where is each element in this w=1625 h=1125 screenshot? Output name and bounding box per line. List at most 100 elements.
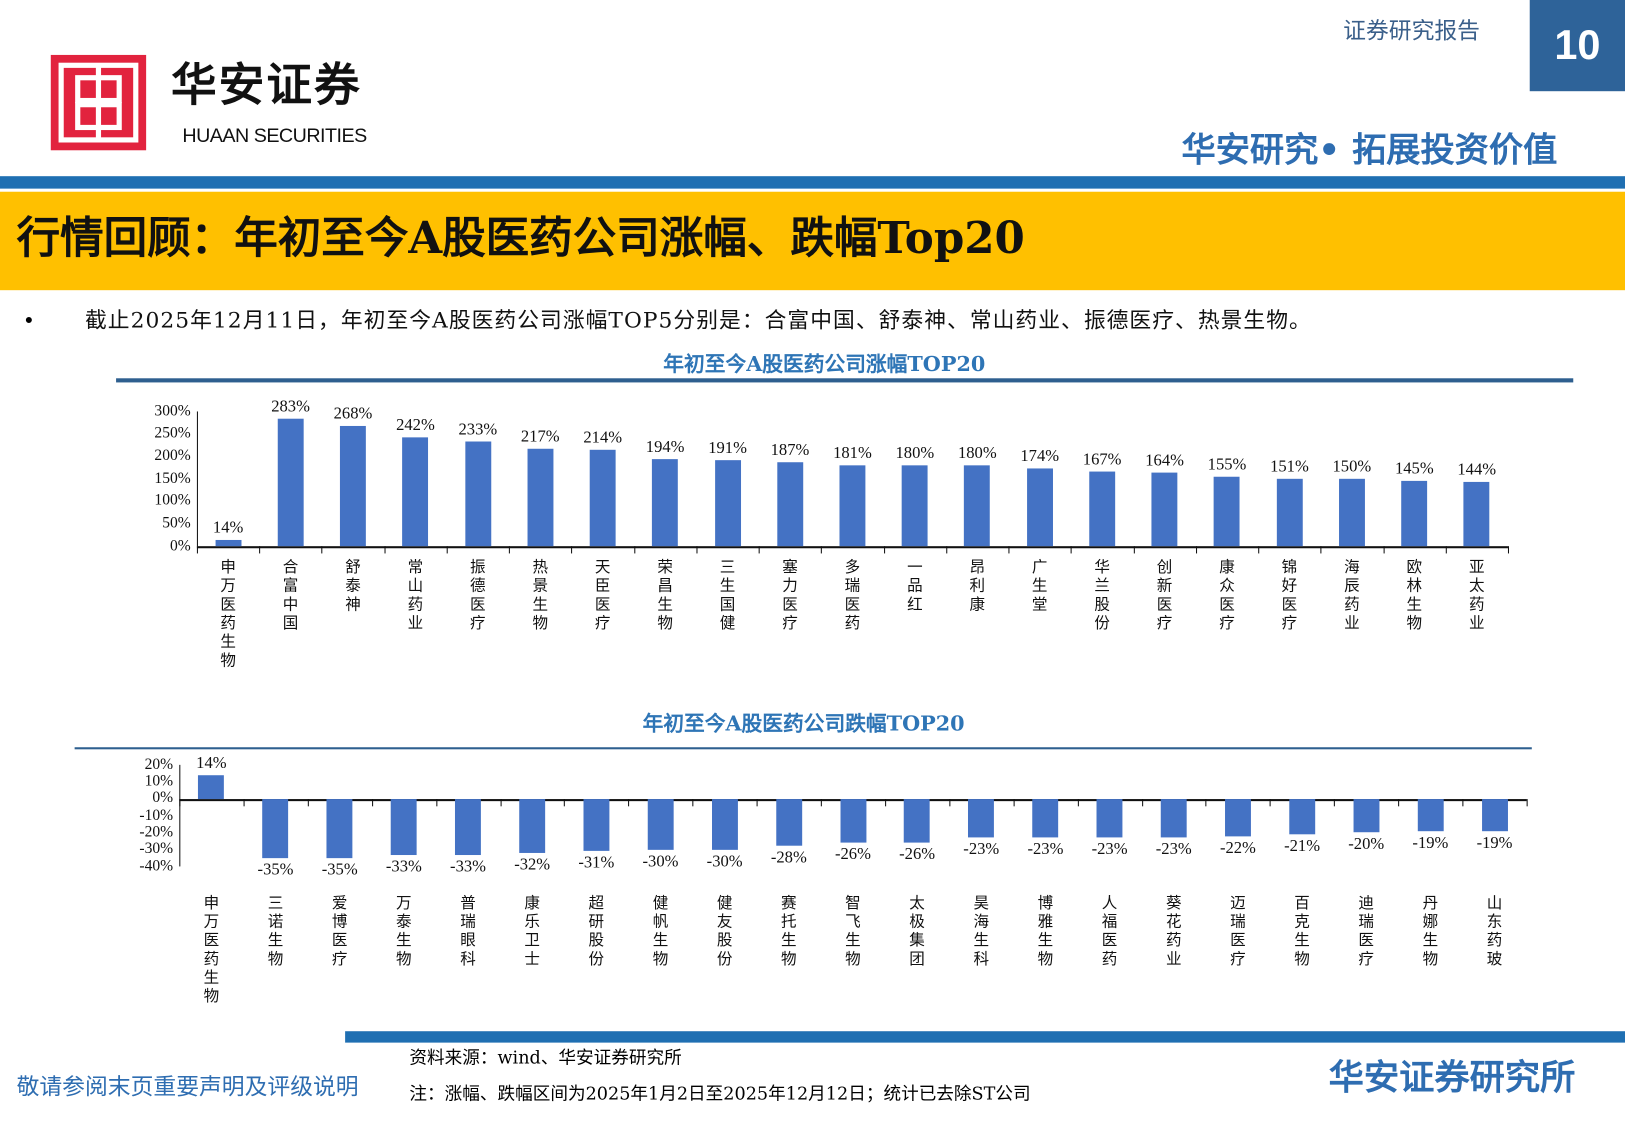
logo-text-cn: 华安证券 [171, 59, 362, 112]
category-label: 热景生物 [532, 557, 549, 633]
category-label: 健友股份 [716, 893, 733, 968]
bar [262, 798, 289, 858]
bar [840, 798, 866, 843]
y-tick-label: 300% [154, 402, 191, 420]
data-label: 180% [895, 444, 935, 463]
x-tick [820, 798, 822, 806]
x-tick [1383, 546, 1385, 554]
x-tick [756, 798, 758, 806]
data-label: -23% [1155, 840, 1192, 859]
bullet: • [22, 307, 36, 333]
bar [583, 798, 610, 852]
category-label: 康众医疗 [1219, 557, 1235, 633]
bar [1224, 798, 1251, 836]
x-tick [1070, 546, 1072, 554]
bar [464, 441, 491, 547]
bar [839, 464, 866, 547]
data-label: -20% [1348, 835, 1385, 854]
x-tick [885, 798, 887, 806]
bar [1338, 478, 1365, 547]
bar [711, 798, 738, 850]
y-tick-label: 100% [154, 492, 191, 510]
x-tick [1398, 798, 1400, 806]
source-note: 资料来源：wind、华安证券研究所 [409, 1047, 682, 1069]
data-label: -19% [1476, 833, 1513, 852]
summary-text: 截止2025年12月11日，年初至今A股医药公司涨幅TOP5分别是：合富中国、舒… [84, 307, 1312, 333]
category-label: 百克生物 [1294, 893, 1310, 968]
data-label: -30% [706, 852, 743, 871]
bar [1089, 471, 1116, 547]
bar [714, 460, 741, 547]
data-label: -35% [257, 861, 294, 879]
data-label: 167% [1082, 450, 1122, 469]
bar [1026, 468, 1053, 547]
category-label: 博雅生物 [1037, 893, 1054, 968]
disclaimer-link[interactable]: 敬请参阅末页重要声明及评级说明 [16, 1074, 359, 1101]
bar [1032, 798, 1059, 838]
x-tick [758, 546, 760, 554]
bar [519, 798, 546, 853]
bar [1151, 472, 1178, 547]
category-label: 合富中国 [282, 557, 299, 633]
data-label: 283% [271, 398, 310, 416]
x-tick [1077, 798, 1079, 806]
data-label: 214% [583, 429, 623, 447]
category-label: 迈瑞医疗 [1230, 893, 1246, 968]
category-label: 人福医药 [1101, 893, 1118, 968]
y-axis [179, 764, 181, 867]
category-label: 振德医疗 [470, 557, 486, 633]
x-tick [509, 546, 511, 554]
x-tick [307, 798, 309, 806]
category-label: 荣昌生物 [657, 557, 673, 633]
bar [402, 437, 429, 547]
x-tick [243, 798, 245, 806]
x-tick [1195, 546, 1197, 554]
chart-title-rule [74, 747, 1532, 750]
bar [390, 798, 417, 855]
footnote: 注：涨幅、跌幅区间为2025年1月2日至2025年12月12日；统计已去除ST公… [409, 1084, 1031, 1105]
bar [455, 798, 481, 855]
y-tick-label: 10% [144, 772, 174, 790]
data-label: 233% [458, 420, 498, 439]
category-label: 爱博医疗 [331, 893, 348, 968]
category-label: 健帆生物 [652, 893, 669, 968]
x-tick [1334, 798, 1336, 806]
category-label: 昊海生科 [973, 893, 990, 968]
page-title: 行情回顾：年初至今A股医药公司涨幅、跌幅Top20 [16, 212, 1025, 264]
title-banner [0, 191, 1625, 291]
y-tick-label: 150% [154, 470, 191, 487]
category-label: 迪瑞医疗 [1358, 893, 1374, 968]
x-axis [196, 546, 1508, 549]
category-label: 康乐卫士 [524, 893, 540, 968]
bar [904, 798, 931, 843]
data-label: 268% [333, 405, 373, 423]
data-label: 164% [1145, 451, 1184, 470]
data-label: -32% [514, 855, 551, 874]
x-tick [628, 798, 630, 806]
data-label: 144% [1457, 460, 1497, 479]
x-tick [446, 546, 448, 554]
x-tick [1205, 798, 1207, 806]
bar [589, 450, 616, 547]
category-label: 天臣医疗 [594, 557, 611, 633]
category-label: 万泰生物 [396, 893, 412, 968]
y-tick-label: -40% [139, 857, 174, 875]
data-label: 181% [833, 444, 872, 462]
bar [1353, 798, 1380, 833]
x-tick [196, 546, 198, 554]
category-label: 申万医药生物 [220, 557, 236, 670]
y-tick-label: -10% [139, 806, 174, 824]
data-label: -21% [1284, 837, 1321, 855]
data-label: -19% [1412, 833, 1449, 852]
category-label: 超研股份 [588, 893, 605, 968]
y-tick-label: 50% [162, 514, 191, 532]
data-label: -23% [963, 840, 1000, 859]
category-label: 一品红 [907, 557, 923, 614]
data-label: -26% [899, 845, 936, 864]
bar [198, 775, 225, 799]
category-label: 亚太药业 [1468, 557, 1485, 633]
data-label: -35% [321, 861, 358, 879]
x-tick [1507, 546, 1509, 554]
